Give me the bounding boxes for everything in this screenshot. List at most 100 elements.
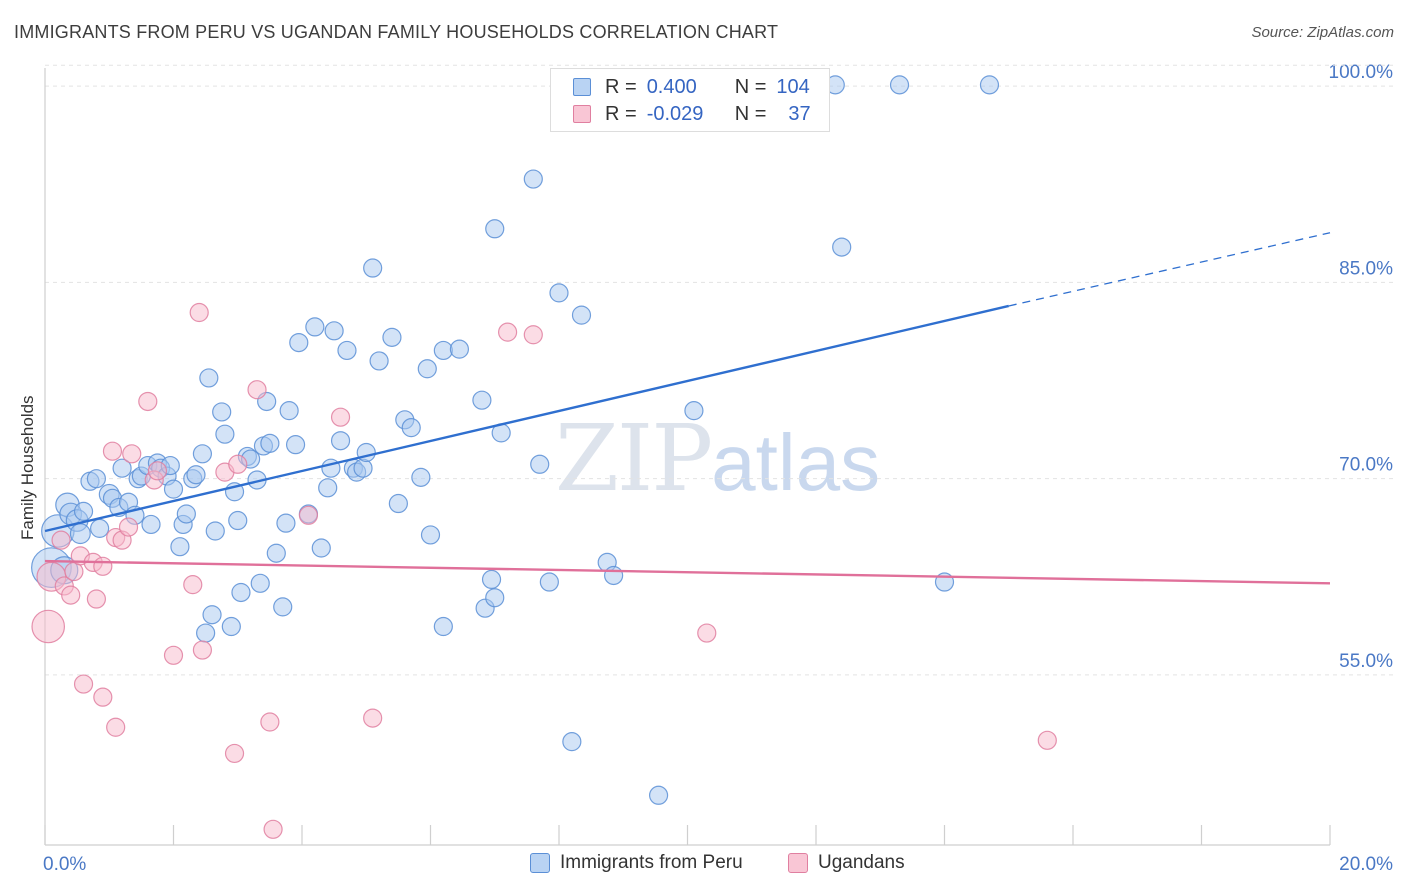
peru-point bbox=[196, 623, 216, 643]
uganda-point bbox=[330, 407, 351, 427]
peru-point bbox=[472, 390, 492, 410]
peru-legend-swatch-icon bbox=[530, 853, 550, 873]
peru-point bbox=[231, 582, 251, 603]
uganda-point bbox=[61, 585, 81, 605]
uganda-point bbox=[86, 589, 107, 609]
peru-point bbox=[285, 435, 306, 455]
peru-point bbox=[202, 605, 222, 625]
y-tick-label: 70.0% bbox=[1339, 455, 1393, 476]
uganda-point bbox=[73, 674, 94, 694]
peru-trend-line bbox=[44, 304, 1010, 533]
legend-item-peru: Immigrants from Peru bbox=[530, 852, 743, 874]
peru-point bbox=[318, 478, 338, 498]
uganda-point bbox=[298, 505, 319, 525]
uganda-point bbox=[183, 575, 203, 595]
uganda-n-label: N = bbox=[734, 102, 767, 125]
peru-point bbox=[215, 424, 235, 444]
peru-point bbox=[221, 616, 241, 637]
peru-point bbox=[562, 732, 582, 752]
peru-point bbox=[273, 597, 293, 617]
peru-point bbox=[330, 431, 351, 451]
uganda-point bbox=[93, 687, 113, 707]
uganda-point bbox=[224, 743, 245, 764]
peru-point bbox=[369, 351, 389, 371]
watermark-zip: ZIP bbox=[555, 405, 713, 512]
peru-point bbox=[388, 493, 408, 514]
uganda-r-value: -0.029 bbox=[646, 102, 704, 125]
uganda-r-label: R = bbox=[605, 102, 637, 125]
peru-point bbox=[86, 469, 107, 489]
peru-point bbox=[69, 523, 91, 545]
uganda-point bbox=[189, 302, 209, 323]
y-tick-label: 55.0% bbox=[1339, 651, 1393, 672]
peru-point bbox=[356, 442, 376, 463]
peru-r-value: 0.400 bbox=[646, 75, 697, 98]
peru-point bbox=[205, 521, 225, 541]
legend-item-uganda: Ugandans bbox=[788, 852, 905, 874]
peru-point bbox=[979, 75, 1000, 95]
peru-point bbox=[449, 339, 470, 359]
peru-point bbox=[228, 510, 248, 531]
peru-point bbox=[539, 572, 559, 592]
peru-swatch-icon bbox=[573, 78, 591, 96]
peru-point bbox=[648, 785, 669, 805]
peru-point bbox=[549, 283, 569, 303]
peru-point bbox=[260, 433, 280, 453]
peru-point bbox=[276, 513, 296, 533]
peru-point bbox=[199, 368, 219, 388]
peru-point bbox=[176, 504, 196, 524]
peru-point bbox=[192, 444, 213, 464]
peru-n-value: 104 bbox=[776, 75, 810, 98]
legend-label-peru: Immigrants from Peru bbox=[560, 852, 743, 873]
peru-point bbox=[433, 340, 453, 361]
peru-point bbox=[485, 219, 505, 239]
uganda-point bbox=[118, 517, 139, 537]
peru-point bbox=[163, 479, 184, 499]
peru-point bbox=[186, 465, 206, 485]
peru-point bbox=[417, 359, 437, 379]
peru-point bbox=[305, 317, 325, 337]
peru-point bbox=[266, 543, 286, 563]
uganda-point bbox=[147, 461, 168, 481]
peru-point bbox=[433, 616, 453, 637]
peru-trend-extension bbox=[1008, 232, 1331, 307]
peru-point bbox=[889, 75, 910, 95]
uganda-point bbox=[247, 380, 267, 400]
peru-point bbox=[279, 401, 299, 421]
peru-point bbox=[571, 305, 592, 325]
peru-point bbox=[523, 169, 543, 189]
uganda-swatch-icon bbox=[573, 105, 591, 123]
uganda-point bbox=[102, 441, 123, 461]
uganda-point bbox=[228, 454, 248, 474]
x-tick-label-min: 0.0% bbox=[43, 854, 86, 875]
uganda-point bbox=[122, 444, 142, 464]
uganda-n-value: 37 bbox=[788, 102, 811, 125]
uganda-legend-swatch-icon bbox=[788, 853, 808, 873]
uganda-point bbox=[523, 325, 543, 345]
uganda-point bbox=[106, 717, 126, 737]
peru-point bbox=[353, 458, 373, 478]
peru-r-label: R = bbox=[605, 75, 637, 98]
legend-row-peru: R = 0.400 N = 104 bbox=[573, 74, 810, 100]
uganda-point bbox=[1037, 730, 1057, 750]
uganda-trend-line bbox=[44, 559, 1331, 585]
peru-point bbox=[485, 588, 505, 608]
peru-point bbox=[112, 458, 132, 478]
peru-point bbox=[604, 565, 624, 586]
uganda-point bbox=[51, 530, 71, 550]
peru-point bbox=[73, 501, 94, 521]
peru-point bbox=[420, 525, 441, 545]
peru-point bbox=[684, 401, 704, 421]
uganda-point bbox=[138, 391, 158, 412]
peru-point bbox=[363, 258, 383, 278]
watermark: ZIPatlas bbox=[555, 405, 880, 512]
peru-point bbox=[170, 537, 190, 557]
peru-point bbox=[141, 514, 161, 535]
peru-point bbox=[289, 333, 309, 353]
y-tick-label: 100.0% bbox=[1329, 62, 1394, 83]
peru-point bbox=[311, 538, 331, 558]
peru-point bbox=[411, 467, 431, 487]
correlation-legend: R = 0.400 N = 104 R = -0.029 N = 37 bbox=[550, 68, 830, 132]
uganda-point bbox=[192, 640, 213, 660]
